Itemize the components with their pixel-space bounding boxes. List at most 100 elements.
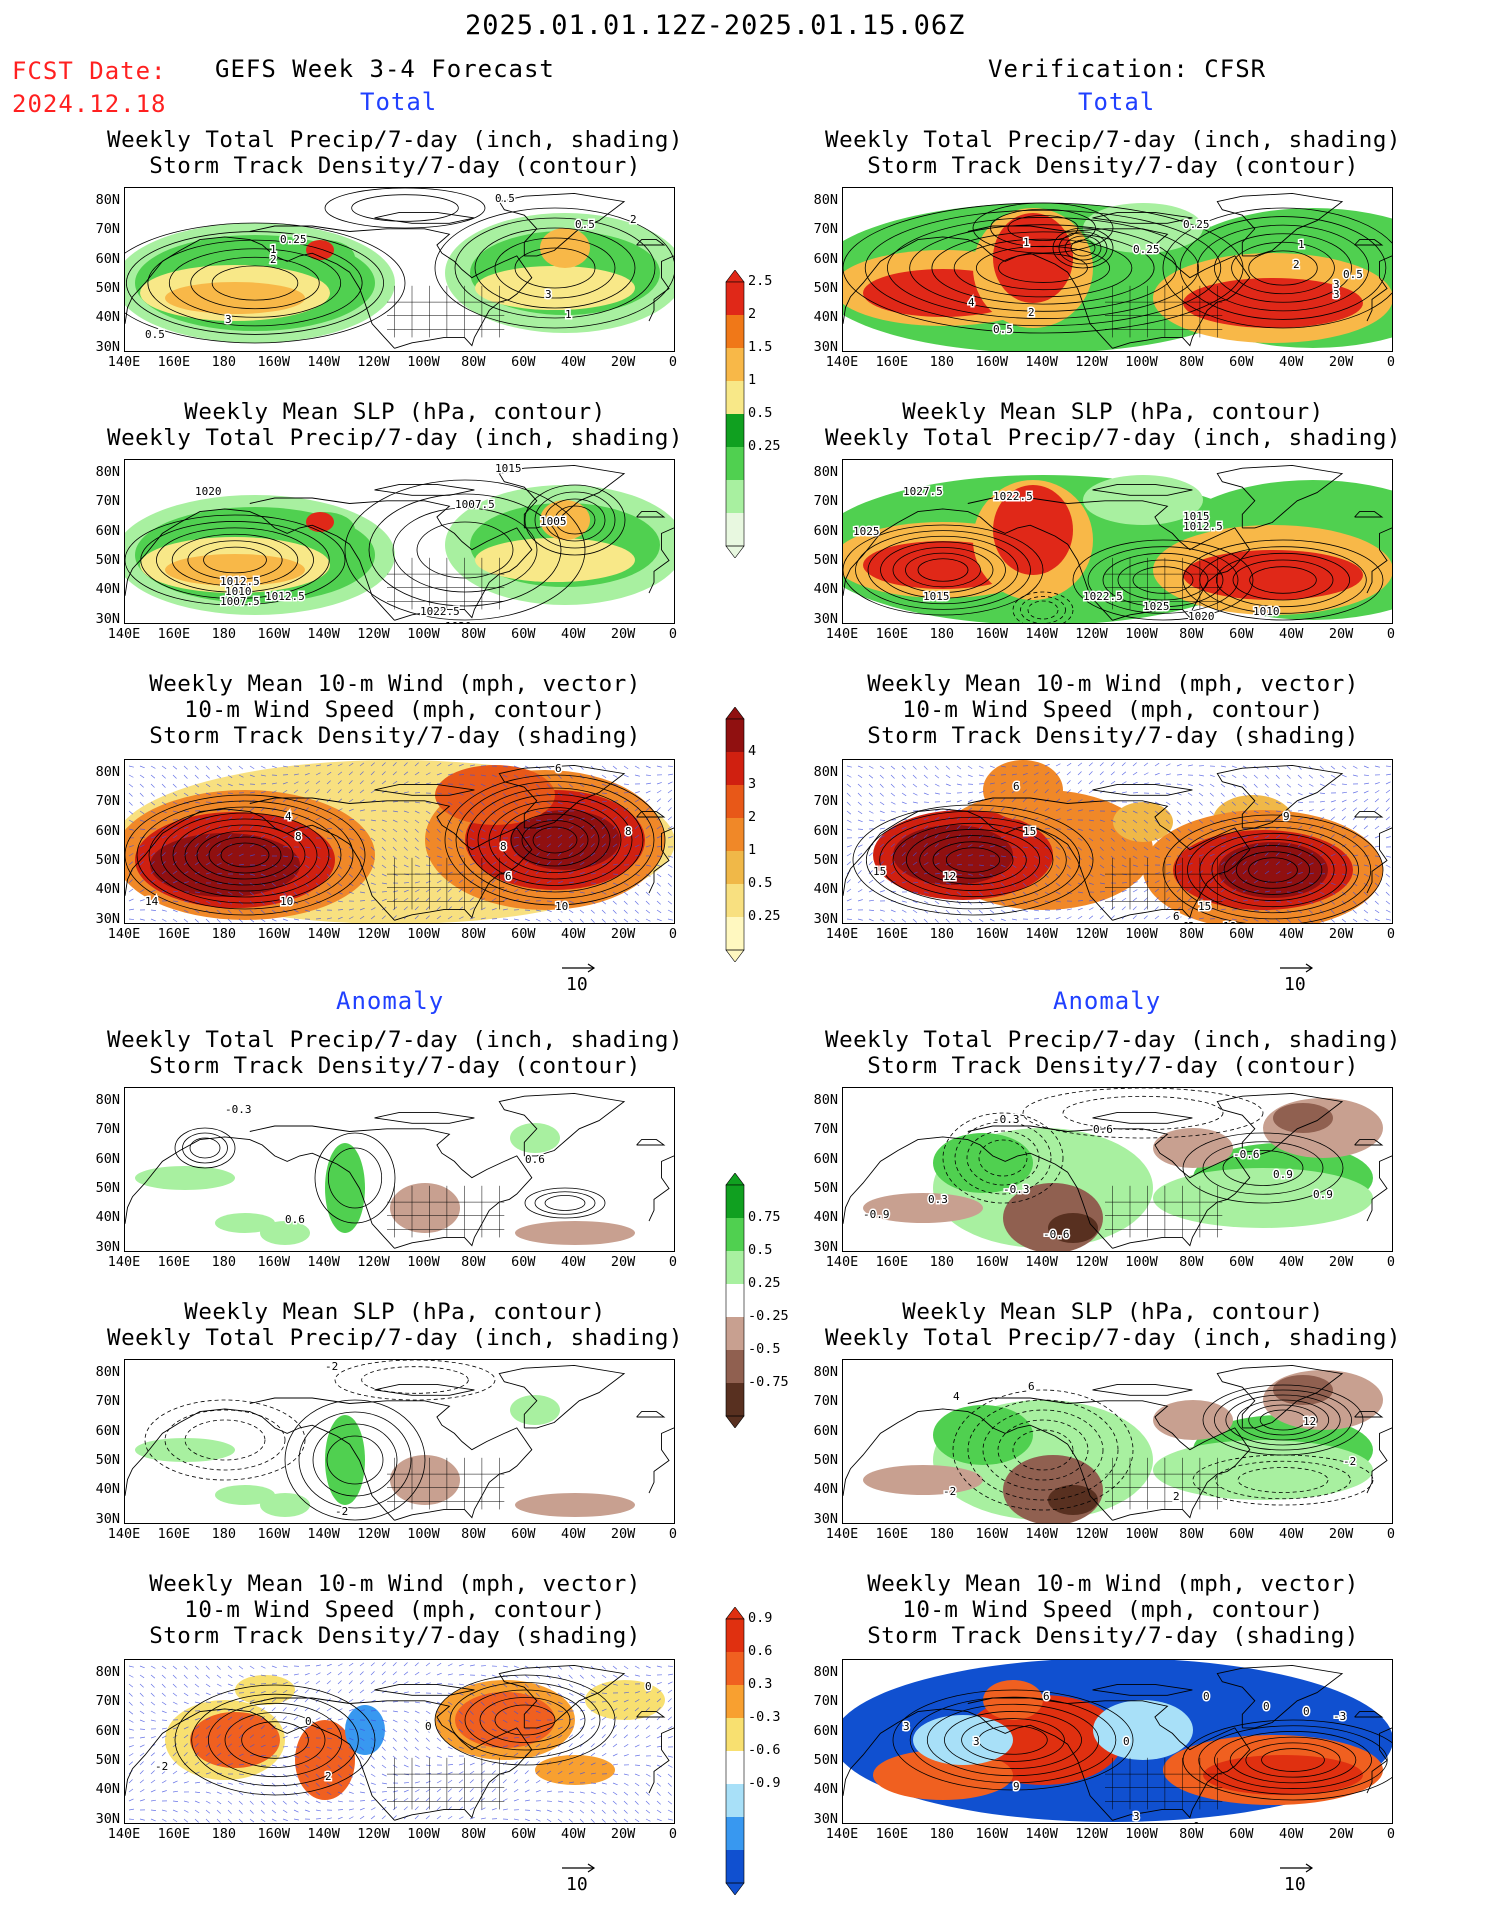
longitude-label: 160W [975,1826,1008,1842]
colorbar-tick-label: 0.25 [748,1275,781,1291]
longitude-label: 40W [560,1254,586,1270]
longitude-label: 140E [107,1254,141,1270]
contour-label: 0 [305,1715,312,1728]
contour-label: 0 [645,1680,652,1693]
contour-label: 1015 [1183,510,1210,523]
longitude-label: 120W [357,926,390,942]
latitude-label: 80N [95,192,120,208]
colorbar-tick-label: 0.25 [748,438,781,454]
contour-label: 6 [1013,780,1020,793]
longitude-label: 60W [511,354,536,370]
right-anomaly-label: Anomaly [1053,987,1162,1015]
longitude-label: 160E [157,1826,191,1842]
map-anom-precip-track-cfsr: -0.3 -0.9 -0.6 0.9 -0.3 -0.6 0.3 0.6 0.9 [842,1087,1393,1252]
latitude-label: 50N [813,279,838,296]
left-model-title: GEFS Week 3-4 Forecast [215,55,555,83]
longitude-label: 60W [1229,1526,1254,1542]
contour-label: 4 [285,810,292,823]
colorbar-tick-label: -0.25 [748,1308,789,1324]
longitude-label: 120W [1075,626,1108,642]
latitude-label: 50N [813,551,838,568]
contour-label: 1020 [445,620,472,623]
longitude-label: 100W [1125,1826,1158,1842]
longitude-label: 20W [610,626,636,642]
longitude-label: 60W [511,1826,536,1842]
contour-label: 2 [1028,306,1035,319]
longitude-label: 160E [875,926,909,942]
colorbar-tick-label: 1 [748,372,757,388]
longitude-label: 40W [560,1826,586,1842]
date-range-title: 2025.01.01.12Z-2025.01.15.06Z [465,10,966,41]
longitude-label: 180 [211,626,236,642]
longitude-label: 140E [107,354,141,370]
contour-label: -0.3 [225,1103,252,1116]
longitude-label: 100W [407,626,440,642]
latitude-label: 60N [813,250,838,267]
latitude-label: 60N [813,1150,838,1167]
latitude-label: 40N [813,309,838,326]
contour-label: -3 [1333,1710,1346,1723]
contour-label: 0.5 [1343,268,1363,281]
contour-label: 1025 [853,525,880,538]
colorbar-tick-label: -0.75 [748,1374,789,1390]
longitude-label: 20W [610,1826,636,1842]
longitude-label: 140E [107,626,141,642]
contour-label: 1 [1298,238,1305,251]
colorbar-tick-label: 0.6 [748,1643,773,1659]
panel-title-precip-track-left: Weekly Total Precip/7-day (inch, shading… [107,127,683,179]
longitude-label: 40W [1278,1526,1304,1542]
contour-label: -2 [335,1505,348,1518]
contour-label: -2 [1343,1455,1356,1468]
longitude-label: 120W [357,1254,390,1270]
longitude-label: 80W [1179,626,1204,642]
vector-reference-anom-left: 10 [560,1862,600,1895]
colorbar-tick-label: -0.6 [748,1742,781,1758]
panel-title-slp-precip-right: Weekly Mean SLP (hPa, contour) Weekly Tot… [825,399,1401,451]
latitude-label: 40N [95,1781,120,1798]
contour-label: 1010 [225,585,252,598]
panel-title-wind-track-right: Weekly Mean 10-m Wind (mph, vector) 10-m … [867,671,1359,749]
p3R-plot: 615121596915318 [843,760,1392,923]
contour-label: 1 [1023,236,1030,249]
longitude-label: 120W [357,1826,390,1842]
longitude-label: 140E [825,1826,859,1842]
latitude-label: 30N [813,1510,838,1527]
colorbar-precip_total-bar [725,269,745,559]
longitude-label: 20W [1328,1826,1354,1842]
vector-reference-anom-right: 10 [1278,1862,1318,1895]
contour-label: 4 [953,1390,960,1403]
latitude-label: 60N [95,250,120,267]
contour-label: 8 [625,825,632,838]
latitude-label: 60N [95,1422,120,1439]
map-total-slp-precip-gefs: 1020 1015 1012.5 1007.5 1005 1012.5 1010 1007.5… [124,459,675,624]
panel-title-wind-track-anom-right: Weekly Mean 10-m Wind (mph, vector) 10-m … [867,1571,1359,1649]
longitude-label: 20W [1328,354,1354,370]
longitude-label: 20W [1328,926,1354,942]
contour-label: 1022.5 [1083,590,1123,603]
fcst-date-label: FCST Date: [12,57,167,85]
contour-label: 1005 [540,515,567,528]
colorbar-tick-label: 3 [748,776,757,792]
colorbar-tick-label: 0.3 [748,1676,773,1692]
longitude-label: 60W [511,626,536,642]
longitude-label: 60W [1229,1254,1254,1270]
longitude-label: 180 [929,1526,954,1542]
latitude-label: 70N [95,1393,120,1410]
longitude-label: 160W [975,626,1008,642]
p6L-plot: 0 -2 0 0 2 [125,1662,674,1823]
p2L-plot: 102010151012.51007.510051012.510101007.5… [125,461,674,623]
latitude-label: 60N [813,1422,838,1439]
contour-label: -0.3 [993,1113,1020,1126]
latitude-label: 30N [813,610,838,627]
panel-title-precip-track-anom-right: Weekly Total Precip/7-day (inch, shading… [825,1027,1401,1079]
latitude-label: 50N [813,1451,838,1468]
contour-label: 10 [280,895,293,908]
longitude-label: 0 [668,1526,678,1542]
latitude-label: 60N [95,1722,120,1739]
panel-title-precip-track-anom-left: Weekly Total Precip/7-day (inch, shading… [107,1027,683,1079]
latitude-label: 50N [813,1179,838,1196]
latitude-label: 30N [95,1810,120,1827]
